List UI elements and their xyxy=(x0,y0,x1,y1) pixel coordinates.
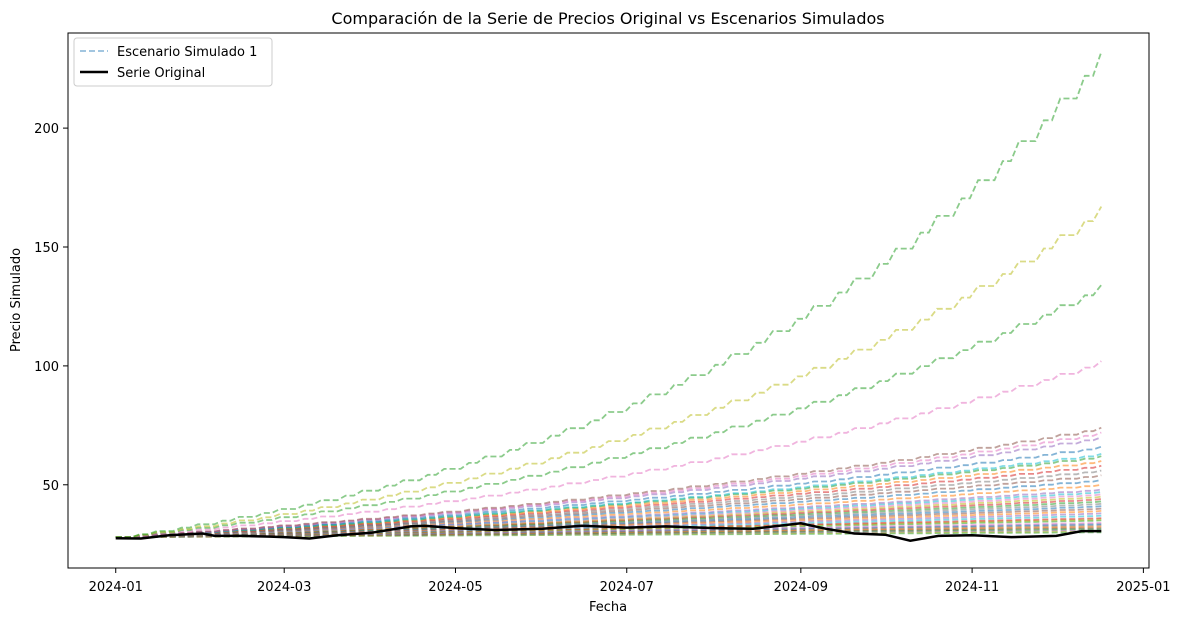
x-axis-label: Fecha xyxy=(589,600,627,615)
y-tick-label: 150 xyxy=(34,241,59,256)
y-tick-label: 100 xyxy=(34,360,59,375)
y-tick-label: 200 xyxy=(34,122,59,137)
y-tick-label: 50 xyxy=(42,479,59,494)
x-tick-label: 2024-09 xyxy=(774,580,828,595)
x-tick-label: 2024-03 xyxy=(257,580,311,595)
legend-original-label: Serie Original xyxy=(117,66,205,81)
simulated-series-line xyxy=(115,206,1103,538)
y-axis: 50 100 150 200 xyxy=(34,122,68,494)
legend-simulated-label: Escenario Simulado 1 xyxy=(117,45,257,60)
plot-frame xyxy=(67,32,1150,569)
simulated-series-line xyxy=(115,51,1103,538)
y-axis-label: Precio Simulado xyxy=(9,248,24,352)
x-tick-label: 2025-01 xyxy=(1116,580,1170,595)
simulated-series-line xyxy=(115,426,1102,538)
x-tick-label: 2024-07 xyxy=(600,580,654,595)
chart-title: Comparación de la Serie de Precios Origi… xyxy=(331,9,884,28)
x-axis: 2024-01 2024-03 2024-05 2024-07 2024-09 2024-… xyxy=(89,568,1171,595)
simulated-series-group xyxy=(115,51,1103,538)
x-tick-label: 2024-01 xyxy=(89,580,143,595)
simulated-series-line xyxy=(115,284,1103,538)
x-tick-label: 2024-05 xyxy=(428,580,482,595)
simulated-series-line xyxy=(115,360,1102,538)
x-tick-label: 2024-11 xyxy=(945,580,999,595)
original-series-line xyxy=(115,522,1102,542)
legend-box xyxy=(73,37,273,87)
legend: Escenario Simulado 1 Serie Original xyxy=(73,37,273,87)
